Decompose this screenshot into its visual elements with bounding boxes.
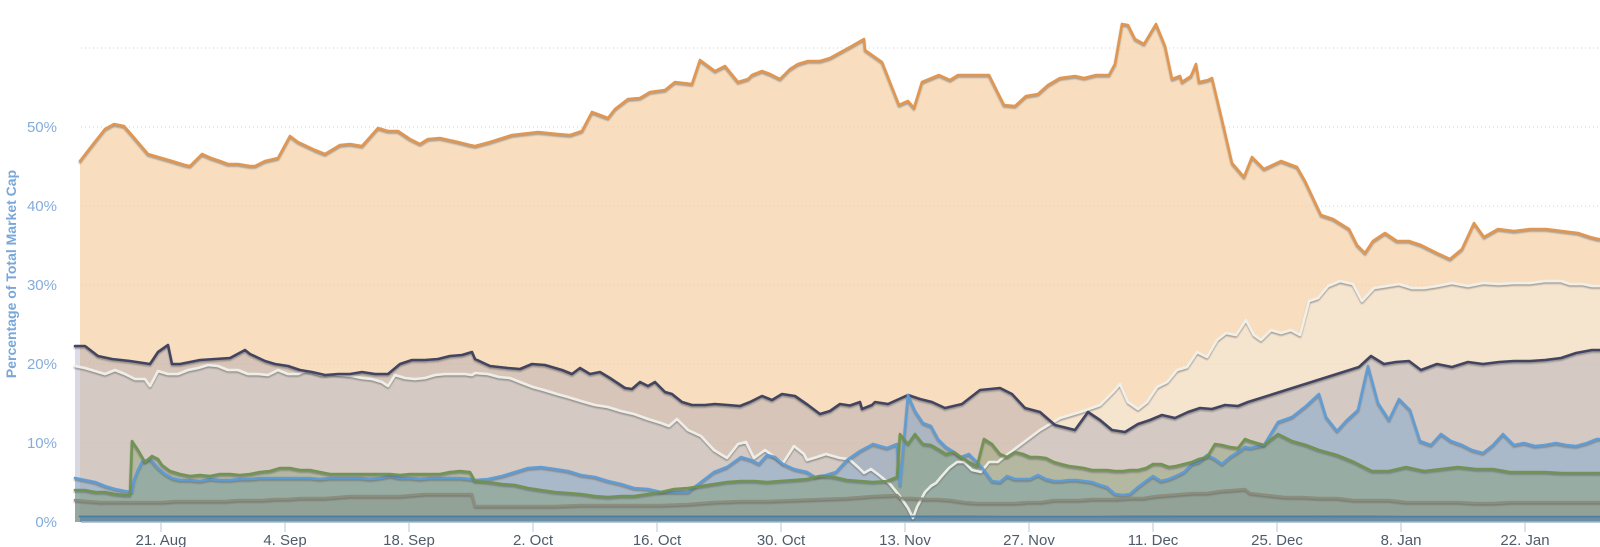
svg-text:11. Dec: 11. Dec xyxy=(1128,532,1179,547)
svg-text:22. Jan: 22. Jan xyxy=(1500,532,1549,547)
svg-text:8. Jan: 8. Jan xyxy=(1381,532,1422,547)
svg-text:27. Nov: 27. Nov xyxy=(1003,532,1055,547)
svg-text:40%: 40% xyxy=(27,198,57,215)
svg-text:50%: 50% xyxy=(27,119,57,136)
svg-text:2. Oct: 2. Oct xyxy=(513,532,554,547)
svg-text:30. Oct: 30. Oct xyxy=(757,532,806,547)
svg-text:16. Oct: 16. Oct xyxy=(633,532,682,547)
svg-text:18. Sep: 18. Sep xyxy=(383,532,435,547)
svg-text:21. Aug: 21. Aug xyxy=(136,532,187,547)
svg-text:20%: 20% xyxy=(27,356,57,373)
svg-text:0%: 0% xyxy=(35,514,57,531)
svg-text:4. Sep: 4. Sep xyxy=(263,532,306,547)
svg-text:30%: 30% xyxy=(27,277,57,294)
svg-text:13. Nov: 13. Nov xyxy=(879,532,931,547)
svg-text:10%: 10% xyxy=(27,435,57,452)
svg-text:25. Dec: 25. Dec xyxy=(1251,532,1303,547)
